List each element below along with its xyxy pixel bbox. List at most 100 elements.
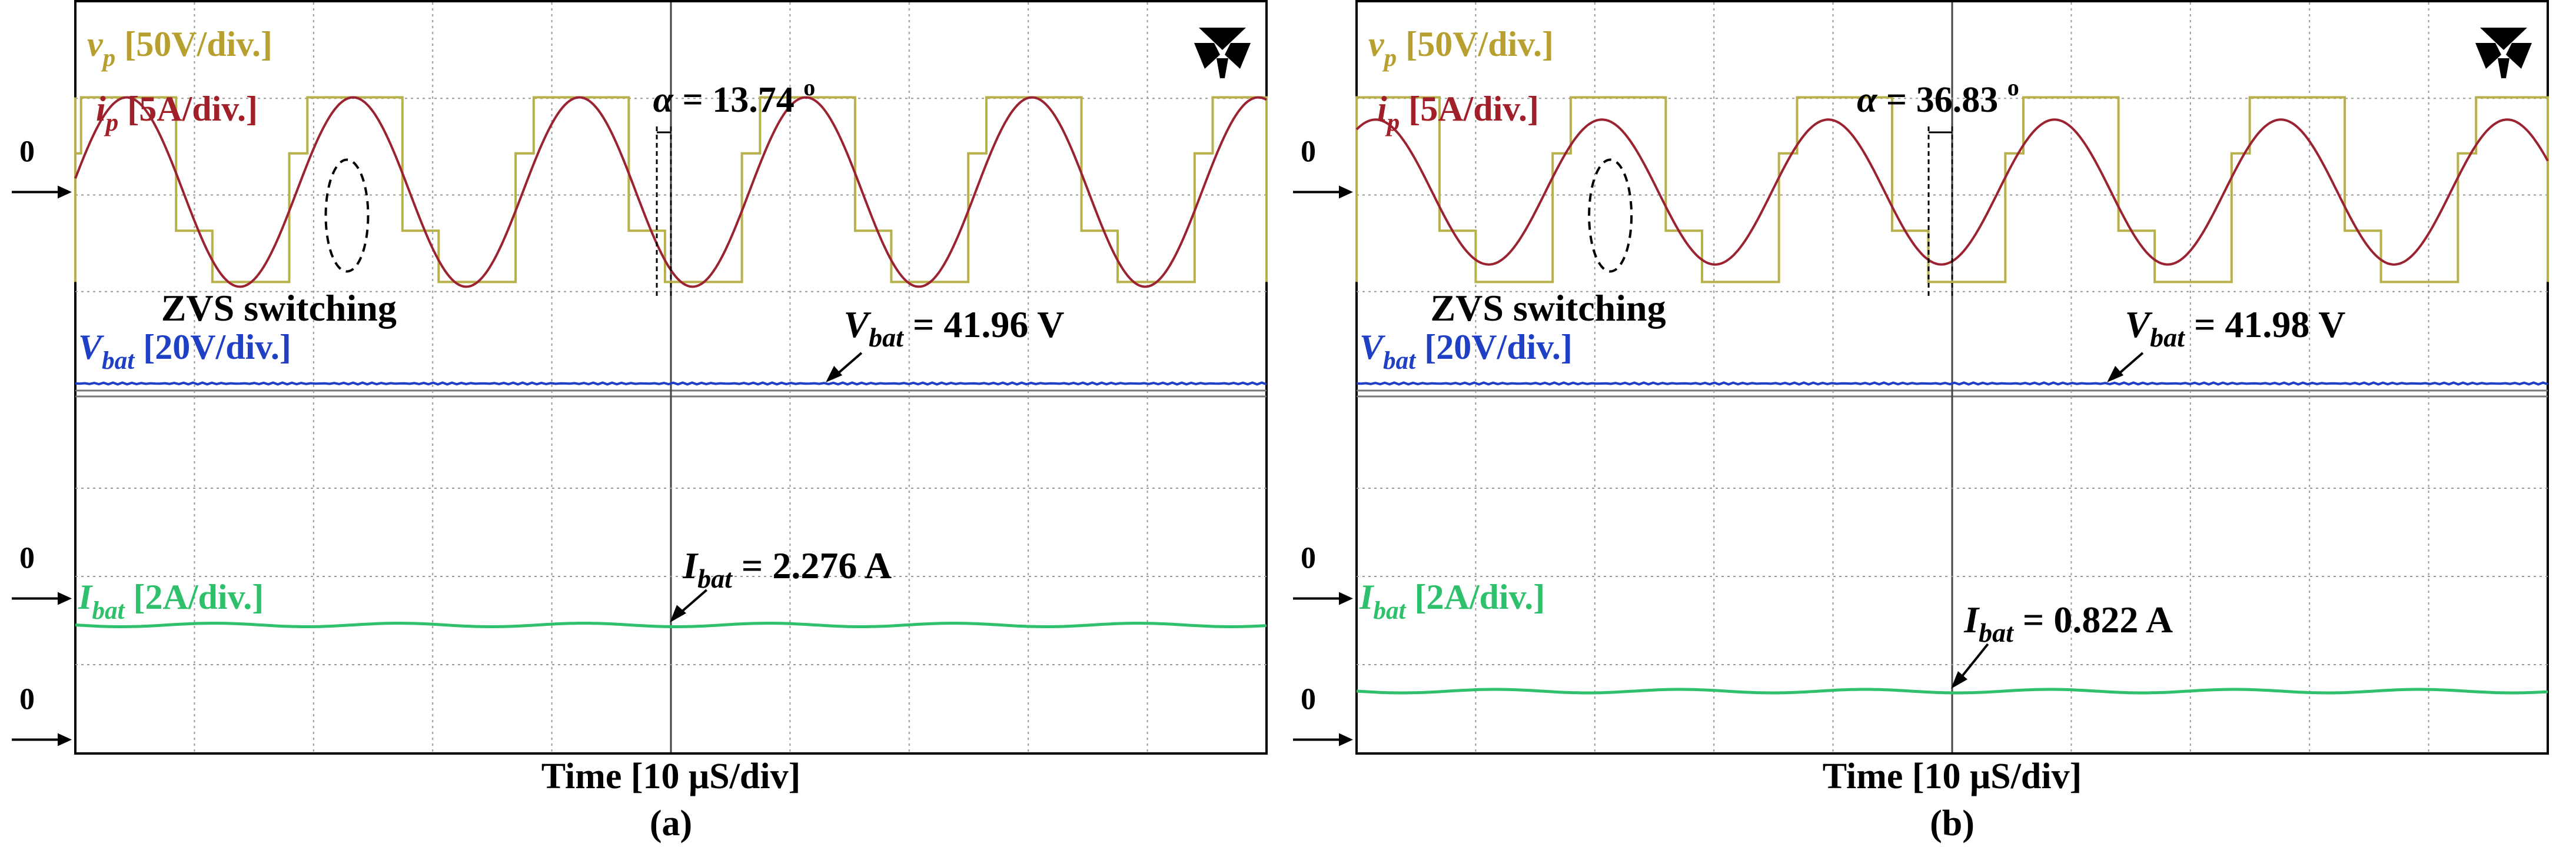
logo-stem: [2498, 58, 2509, 78]
ibat-label-symbol: I: [1359, 578, 1375, 616]
logo-left-wing: [2475, 43, 2501, 69]
vp-label: vp [50V/div.]: [87, 25, 272, 72]
vbat-reading-sub: bat: [869, 322, 904, 352]
vbat-label-text: [20V/div.]: [134, 328, 291, 366]
ip-label-text: [5A/div.]: [1400, 89, 1539, 128]
vp-trace: [1355, 96, 2549, 284]
vbat-reading: Vbat = 41.98 V: [2125, 304, 2345, 352]
vp-label-text: [50V/div.]: [1397, 25, 1554, 64]
vbat-arrow-head: [2107, 366, 2124, 382]
vp-label-subscript: p: [1382, 44, 1397, 72]
teledyne-logo: [1194, 28, 1251, 78]
ibat-label-symbol: I: [78, 578, 94, 616]
ibat-label-text: [2A/div.]: [125, 578, 264, 616]
ground-zero-label: 0: [19, 683, 35, 716]
vbat-label-text: [20V/div.]: [1415, 328, 1573, 366]
ip-label-subscript: p: [1385, 109, 1400, 136]
ibat-reading-symbol: I: [1963, 599, 1980, 641]
vbat-reading-value: = 41.98 V: [2185, 304, 2346, 345]
ibat-label: Ibat [2A/div.]: [78, 578, 264, 625]
vbat-trace: [1356, 381, 2548, 386]
logo-right-wing: [1225, 43, 1251, 69]
ground-zero-label: 0: [1301, 542, 1316, 575]
ground-arrow-head: [58, 185, 72, 199]
vp-label: vp [50V/div.]: [1368, 25, 1554, 72]
vbat-reading-symbol: V: [843, 304, 872, 345]
vbat-reading: Vbat = 41.96 V: [843, 304, 1064, 352]
alpha-value: = 36.83: [1877, 80, 2007, 120]
ip-label-text: [5A/div.]: [118, 89, 258, 128]
vbat-arrow-head: [826, 366, 843, 382]
ground-arrow-head: [58, 592, 72, 605]
vp-trace: [74, 96, 1268, 284]
ip-label: ip [5A/div.]: [1377, 89, 1539, 136]
ibat-arrow-head: [1950, 671, 1967, 689]
ip-label-subscript: p: [104, 109, 119, 136]
ground-zero-label: 0: [1301, 135, 1316, 169]
ibat-label: Ibat [2A/div.]: [1359, 578, 1545, 625]
alpha-symbol: α: [653, 80, 674, 120]
logo-top-triangle: [1199, 28, 1246, 50]
ibat-reading-value: = 0.822 A: [2013, 599, 2173, 641]
logo-right-wing: [2506, 43, 2532, 69]
ibat-reading-sub: bat: [697, 563, 733, 593]
ground-zero-label: 0: [19, 542, 35, 575]
alpha-unit: o: [2007, 74, 2019, 101]
ip-label-symbol: i: [96, 89, 106, 128]
phase-shift-label: α = 36.83 o: [1857, 74, 2019, 120]
vbat-label: Vbat [20V/div.]: [1360, 328, 1573, 375]
ibat-reading-value: = 2.276 A: [732, 545, 892, 586]
logo-left-wing: [1194, 43, 1220, 69]
ground-zero-label: 0: [19, 135, 35, 169]
zvs-ellipse: [324, 158, 370, 273]
ibat-trace: [1356, 688, 2548, 695]
panel-caption: (a): [650, 803, 692, 843]
ibat-arrow-head: [669, 605, 686, 623]
vbat-label-subscript: bat: [1383, 347, 1417, 375]
logo-stem: [1216, 58, 1228, 78]
ground-arrow-head: [1339, 733, 1353, 746]
ibat-trace: [75, 622, 1267, 628]
vbat-label-symbol: V: [1360, 328, 1386, 366]
ibat-label-text: [2A/div.]: [1406, 578, 1545, 616]
ibat-label-subscript: bat: [1373, 597, 1407, 625]
ground-zero-label: 0: [1301, 683, 1316, 716]
alpha-symbol: α: [1857, 80, 1878, 120]
vbat-label: Vbat [20V/div.]: [78, 328, 291, 375]
phase-shift-label: α = 13.74 o: [653, 74, 816, 120]
ip-label-symbol: i: [1377, 89, 1387, 128]
vp-label-symbol: v: [1368, 25, 1385, 64]
vp-label-symbol: v: [87, 25, 104, 64]
time-axis-label: Time [10 μS/div]: [1823, 756, 2082, 796]
scope-frame: [1355, 0, 2549, 755]
teledyne-logo: [2475, 28, 2532, 78]
ibat-label-subscript: bat: [92, 597, 125, 625]
vbat-reading-symbol: V: [2125, 304, 2153, 345]
ibat-reading-symbol: I: [682, 545, 699, 586]
vbat-trace: [75, 381, 1267, 386]
scope-frame: [74, 0, 1268, 755]
zvs-label: ZVS switching: [161, 287, 397, 329]
vp-label-text: [50V/div.]: [115, 25, 272, 64]
ground-arrow-head: [1339, 592, 1353, 605]
ibat-reading: Ibat = 2.276 A: [682, 545, 892, 593]
alpha-unit: o: [803, 74, 815, 101]
vbat-reading-value: = 41.96 V: [903, 304, 1065, 345]
vbat-label-subscript: bat: [102, 347, 135, 375]
vbat-label-symbol: V: [78, 328, 105, 366]
logo-top-triangle: [2480, 28, 2527, 50]
ip-label: ip [5A/div.]: [96, 89, 258, 136]
alpha-value: = 13.74: [673, 80, 803, 120]
vp-label-subscript: p: [101, 44, 116, 72]
ibat-reading: Ibat = 0.822 A: [1963, 599, 2173, 648]
ibat-reading-sub: bat: [1979, 618, 2014, 648]
vbat-reading-sub: bat: [2150, 322, 2185, 352]
zvs-ellipse: [1588, 158, 1633, 273]
time-axis-label: Time [10 μS/div]: [541, 756, 800, 796]
zvs-label: ZVS switching: [1430, 287, 1666, 329]
panel-caption: (b): [1930, 803, 1975, 843]
ground-arrow-head: [1339, 185, 1353, 199]
